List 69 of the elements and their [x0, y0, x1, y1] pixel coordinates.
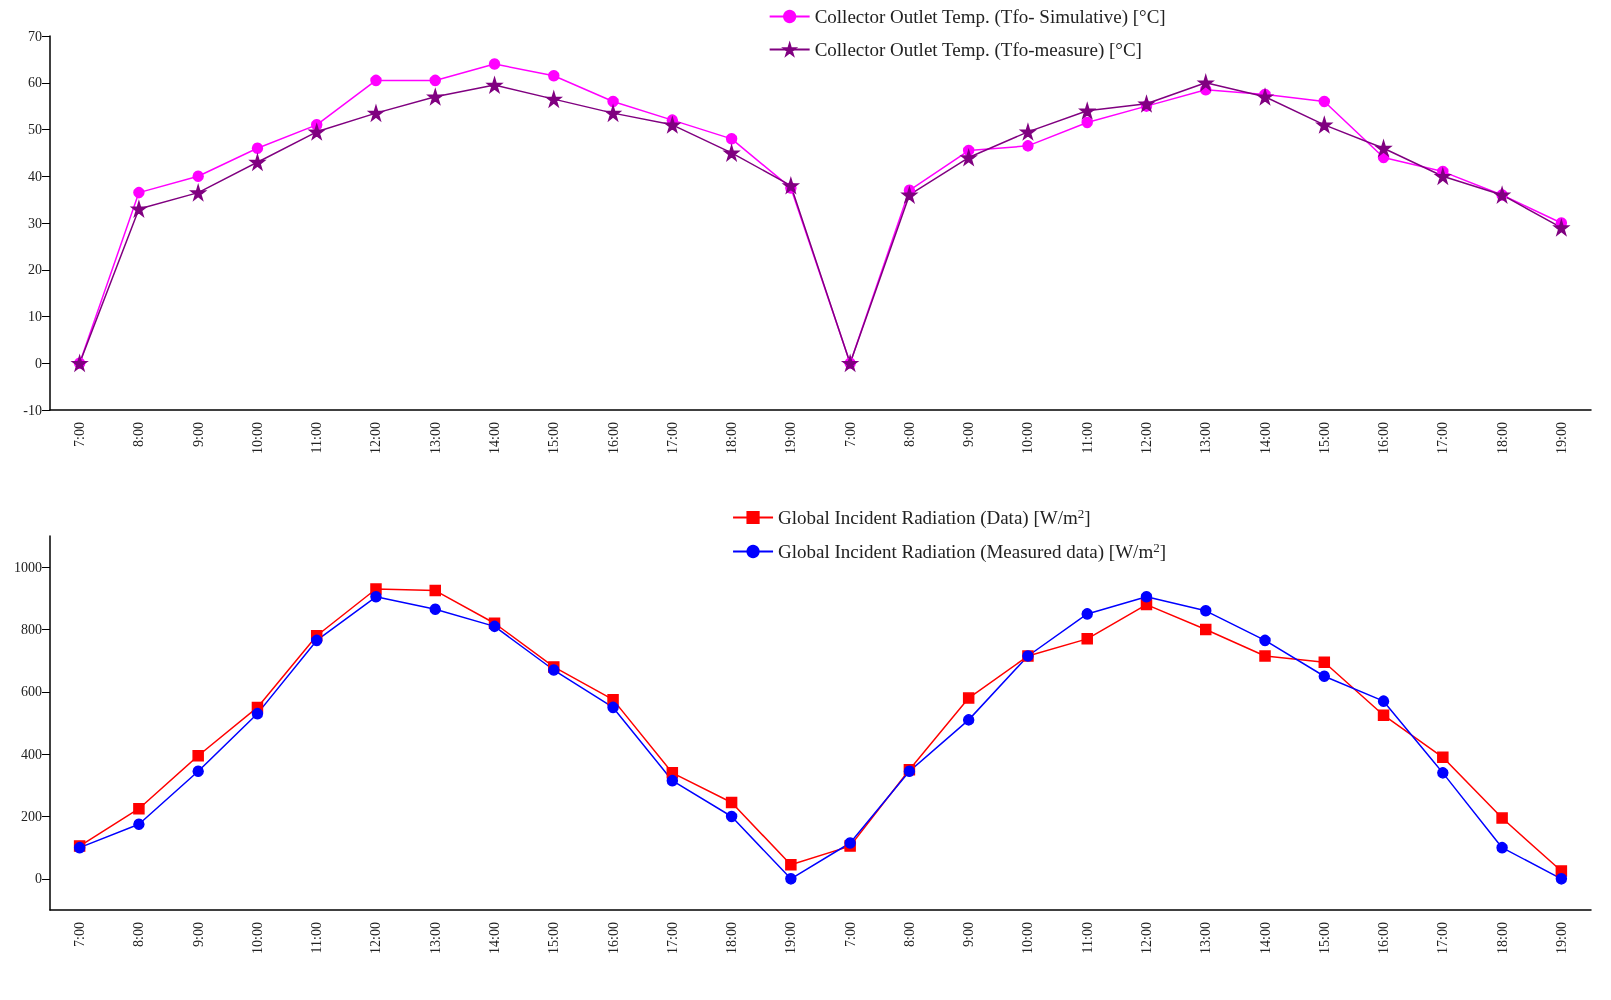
x-tick-label: 18:00 — [724, 922, 740, 954]
x-tick-label: 16:00 — [605, 422, 621, 454]
x-tick-label: 10:00 — [249, 922, 265, 954]
y-tick-label: 40 — [28, 168, 42, 184]
x-tick-label: 17:00 — [1435, 922, 1451, 954]
x-tick-label: 16:00 — [1376, 422, 1392, 454]
x-tick-label: 10:00 — [249, 422, 265, 454]
y-tick-label: 0 — [35, 871, 42, 887]
y-tick-label: 200 — [21, 809, 42, 824]
y-tick-label: 20 — [28, 262, 42, 278]
x-tick-label: 15:00 — [546, 922, 562, 954]
x-tick-label: 11:00 — [1079, 422, 1095, 454]
x-tick-label: 15:00 — [1316, 422, 1332, 454]
x-tick-label: 16:00 — [605, 922, 621, 954]
y-tick-label: 600 — [21, 684, 42, 700]
x-tick-label: 17:00 — [1435, 422, 1451, 454]
x-tick-label: 19:00 — [783, 422, 799, 454]
x-tick-label: 19:00 — [783, 922, 799, 954]
x-tick-label: 12:00 — [1138, 922, 1154, 954]
x-tick-label: 18:00 — [1494, 422, 1510, 454]
x-tick-label: 11:00 — [309, 422, 325, 454]
x-tick-label: 19:00 — [1553, 922, 1569, 954]
x-tick-label: 7:00 — [72, 922, 88, 947]
x-tick-label: 10:00 — [1020, 422, 1036, 454]
y-tick-label: -10 — [23, 402, 42, 418]
x-tick-label: 12:00 — [1138, 422, 1154, 454]
legend-label: Collector Outlet Temp. (Tfo- Simulative) [°C] — [814, 6, 1166, 28]
x-tick-label: 14:00 — [487, 922, 503, 954]
x-tick-label: 19:00 — [1553, 422, 1569, 454]
y-tick-label: 10 — [28, 309, 42, 324]
x-tick-label: 8:00 — [131, 922, 147, 947]
y-tick-label: 400 — [21, 746, 42, 762]
x-tick-label: 7:00 — [842, 422, 858, 447]
y-tick-label: 1000 — [14, 559, 42, 575]
x-tick-label: 18:00 — [1494, 922, 1510, 954]
x-tick-label: 8:00 — [901, 422, 917, 447]
x-tick-label: 9:00 — [961, 922, 977, 947]
x-tick-label: 17:00 — [664, 422, 680, 454]
x-tick-label: 15:00 — [1316, 922, 1332, 954]
x-tick-label: 7:00 — [72, 422, 88, 447]
x-tick-label: 12:00 — [368, 922, 384, 954]
x-tick-label: 17:00 — [664, 922, 680, 954]
x-tick-label: 16:00 — [1376, 922, 1392, 954]
y-tick-label: 50 — [28, 122, 42, 137]
x-tick-label: 9:00 — [190, 922, 206, 947]
x-tick-label: 9:00 — [961, 422, 977, 447]
x-tick-label: 8:00 — [901, 922, 917, 947]
x-tick-label: 18:00 — [724, 422, 740, 454]
x-tick-label: 13:00 — [427, 422, 443, 454]
x-tick-label: 10:00 — [1020, 922, 1036, 954]
y-tick-label: 0 — [35, 355, 42, 371]
y-tick-label: 60 — [28, 75, 42, 91]
x-tick-label: 13:00 — [427, 922, 443, 954]
y-tick-label: 70 — [28, 28, 42, 44]
y-tick-label: 800 — [21, 622, 42, 637]
x-tick-label: 14:00 — [487, 422, 503, 454]
x-tick-label: 14:00 — [1257, 922, 1273, 954]
y-tick-label: 30 — [28, 215, 42, 231]
x-tick-label: 14:00 — [1257, 422, 1273, 454]
legend-label: Collector Outlet Temp. (Tfo-measure) [°C] — [814, 39, 1142, 61]
x-tick-label: 13:00 — [1198, 922, 1214, 954]
x-tick-label: 11:00 — [1079, 922, 1095, 954]
x-tick-label: 15:00 — [546, 422, 562, 454]
x-tick-label: 12:00 — [368, 422, 384, 454]
x-tick-label: 13:00 — [1198, 422, 1214, 454]
x-tick-label: 11:00 — [309, 922, 325, 954]
x-tick-label: 8:00 — [131, 422, 147, 447]
x-tick-label: 9:00 — [190, 422, 206, 447]
x-tick-label: 7:00 — [842, 922, 858, 947]
